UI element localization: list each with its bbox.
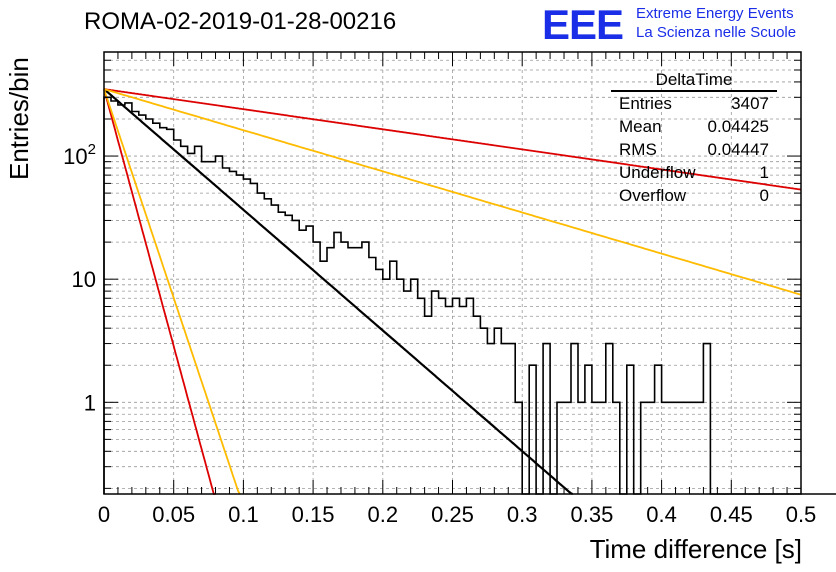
fit-curve-4	[103, 88, 241, 495]
x-tick-label: 0.15	[292, 502, 335, 527]
x-tick-label: 0.1	[228, 502, 259, 527]
x-tick-label: 0.3	[507, 502, 538, 527]
x-tick-label: 0	[98, 502, 110, 527]
fit-curve-2	[103, 88, 802, 296]
y-axis-label: Entries/bin	[4, 57, 34, 180]
x-tick-label: 0.35	[570, 502, 613, 527]
stats-label: Mean	[619, 117, 662, 136]
stats-value: 0.04447	[707, 140, 769, 159]
logo-line-1: Extreme Energy Events	[636, 5, 794, 22]
x-tick-label: 0.2	[368, 502, 399, 527]
fit-curves	[103, 88, 802, 496]
y-tick-label: 10	[72, 267, 96, 292]
stats-value: 0	[759, 186, 769, 205]
fit-curve-3	[103, 88, 216, 495]
x-tick-label: 0.25	[431, 502, 474, 527]
histogram-title: ROMA-02-2019-01-28-00216	[84, 8, 397, 35]
y-tick-label: 1	[84, 390, 96, 415]
stats-label: RMS	[619, 140, 657, 159]
histogram	[103, 96, 836, 495]
stats-row-underflow: Underflow 1	[611, 161, 777, 184]
fit-curve-1	[103, 88, 802, 191]
stats-row-entries: Entries 3407	[611, 92, 777, 115]
histogram-outline	[103, 96, 836, 495]
eee-logo: EEE	[542, 1, 624, 48]
eee-logo-caption: Extreme Energy Events La Scienza nelle S…	[636, 4, 796, 42]
fit-curve-0	[103, 88, 574, 496]
stats-row-mean: Mean 0.04425	[611, 115, 777, 138]
stats-label: Underflow	[619, 163, 696, 182]
stats-row-overflow: Overflow 0	[611, 184, 777, 207]
stats-box: DeltaTime Entries 3407 Mean 0.04425 RMS 0.0…	[611, 70, 777, 207]
logo-line-2: La Scienza nelle Scuole	[636, 24, 797, 41]
stats-label: Entries	[619, 94, 672, 113]
x-tick-label: 0.5	[786, 502, 817, 527]
x-axis-label: Time difference [s]	[589, 534, 802, 564]
x-tick-label: 0.45	[710, 502, 753, 527]
grid-lines	[104, 51, 801, 494]
x-tick-label: 0.05	[152, 502, 195, 527]
stats-value: 1	[759, 163, 769, 182]
axis-ticks	[103, 51, 802, 494]
stats-value: 0.04425	[707, 117, 769, 136]
stats-label: Overflow	[619, 186, 687, 205]
stats-row-rms: RMS 0.04447	[611, 138, 777, 161]
stats-value: 3407	[731, 94, 769, 113]
y-tick-label: 102	[63, 141, 96, 169]
x-tick-label: 0.4	[646, 502, 677, 527]
stats-title: DeltaTime	[611, 70, 777, 92]
